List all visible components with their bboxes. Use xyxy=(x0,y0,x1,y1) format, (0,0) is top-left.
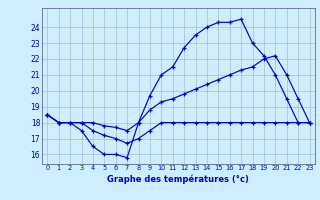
X-axis label: Graphe des températures (°c): Graphe des températures (°c) xyxy=(108,174,249,184)
